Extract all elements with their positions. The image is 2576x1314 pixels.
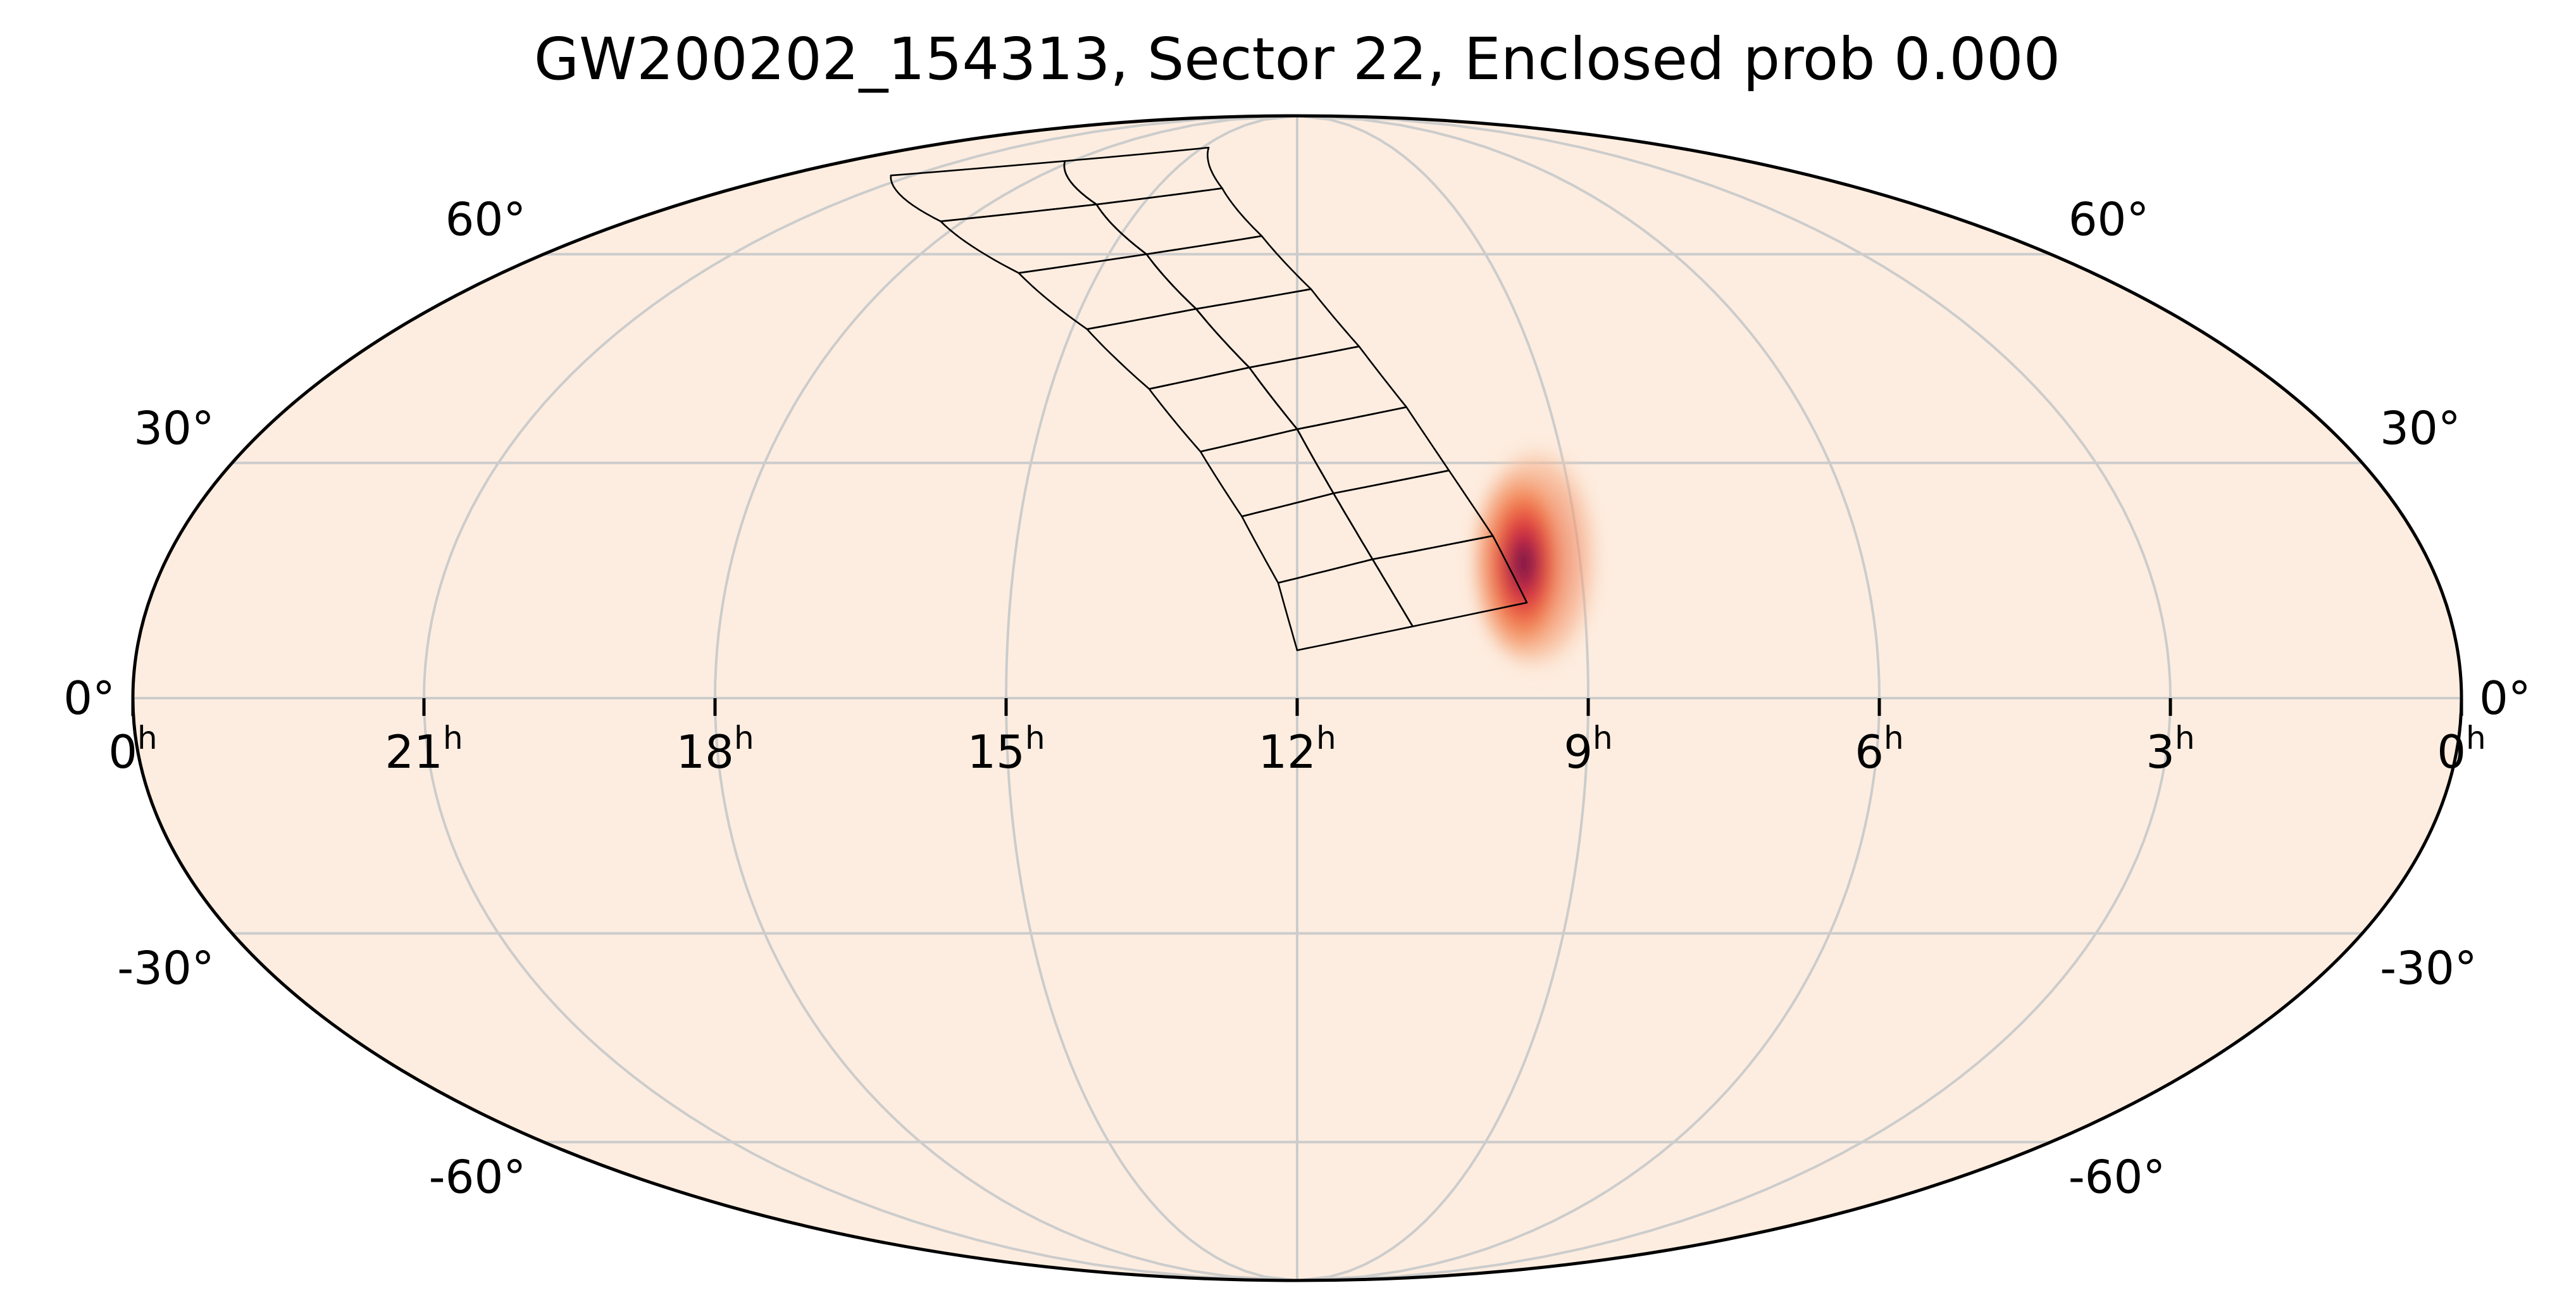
ra-tick-label: 9h	[1564, 720, 1613, 779]
sector-footprint	[890, 146, 1528, 651]
ra-tick-label: 21h	[385, 720, 463, 779]
ra-tick-label: 0h	[108, 720, 158, 779]
probability-peak	[1471, 460, 1576, 666]
probability-heatmap	[1471, 439, 1602, 677]
ra-tick-label: 15h	[967, 720, 1045, 779]
ra-tick-label: 0h	[2437, 720, 2486, 779]
dec-tick-label-left: -60°	[429, 1150, 526, 1203]
dec-tick-label-right: 60°	[2069, 193, 2150, 246]
axis-tick-labels: 0h 21h 18h 15h 12h 9h 6h 3h 0h 60° 60° 30° 30° 0° 0° -3…	[63, 193, 2531, 1204]
dec-tick-label-right: -60°	[2069, 1150, 2166, 1203]
ra-tick-label: 12h	[1258, 720, 1336, 779]
dec-tick-label-right: 30°	[2380, 401, 2461, 454]
ra-tick-label: 6h	[1855, 720, 1904, 779]
dec-tick-label-left: 0°	[63, 672, 115, 725]
ra-tick-label: 3h	[2146, 720, 2195, 779]
dec-tick-label-left: -30°	[117, 942, 215, 995]
dec-tick-label-left: 60°	[445, 193, 526, 246]
dec-tick-label-left: 30°	[134, 401, 215, 454]
dec-tick-label-right: 0°	[2479, 672, 2531, 725]
dec-tick-label-right: -30°	[2380, 942, 2477, 995]
ra-tick-label: 18h	[676, 720, 754, 779]
axis-ticks	[131, 698, 2463, 716]
chart-title: GW200202_154313, Sector 22, Enclosed pro…	[534, 25, 2060, 93]
ccd-footprint	[1063, 146, 1223, 206]
